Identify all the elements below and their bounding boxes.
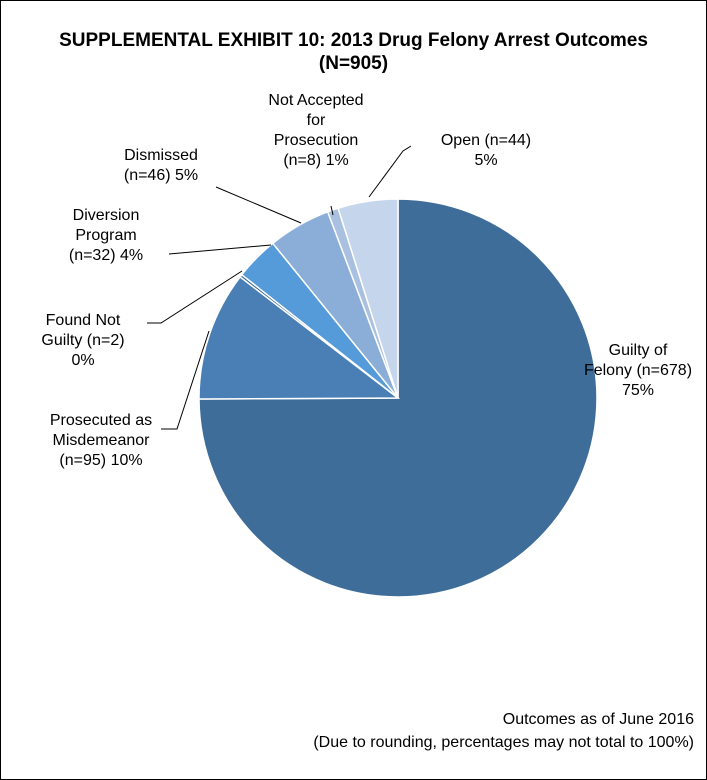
value-label: (n=46) <box>123 167 171 184</box>
value-label: (n=95) <box>59 452 107 469</box>
category-label: Found Not Guilty <box>41 312 121 349</box>
value-label: 5% <box>175 167 199 184</box>
pie-slice <box>198 275 401 400</box>
value-label: (n=678) <box>636 362 693 379</box>
value-label: (n=2) <box>86 332 125 349</box>
pie-slice <box>337 198 399 399</box>
category-label: Not Accepted for Prosecution <box>268 92 364 149</box>
leader-line <box>330 205 334 216</box>
note: Outcomes as of June 2016 <box>502 711 694 728</box>
leader-line <box>368 145 412 198</box>
slice-label: Found Not Guilty (n=2) 0% <box>38 311 128 371</box>
value-label: (n=44) <box>484 132 532 149</box>
slice-label: Open (n=44) 5% <box>436 131 536 171</box>
leader-line <box>161 330 210 430</box>
slice-label: Diversion Program (n=32) 4% <box>61 206 151 266</box>
slice-label: Not Accepted for Prosecution (n=8) 1% <box>266 91 366 171</box>
category-label: Open <box>440 132 480 149</box>
value-label: 75% <box>621 382 655 399</box>
leader-line <box>147 270 243 324</box>
slice-label: Dismissed (n=46) 5% <box>106 146 216 186</box>
slice-label: Prosecuted as Misdemeanor (n=95) 10% <box>46 411 156 471</box>
category-label: Prosecuted as Misdemeanor <box>49 412 153 449</box>
pie-slice <box>198 198 598 598</box>
chart-title: SUPPLEMENTAL EXHIBIT 10: 2013 Drug Felon… <box>59 30 648 74</box>
value-label: (n=32) <box>68 247 116 264</box>
category-label: Diversion Program <box>72 207 140 244</box>
value-label: 5% <box>474 152 498 169</box>
value-label: (n=8) <box>283 152 322 169</box>
value-label: 4% <box>120 247 144 264</box>
value-label: 10% <box>110 452 143 469</box>
value-label: 1% <box>325 152 349 169</box>
leader-line <box>215 186 302 224</box>
value-label: 0% <box>71 352 95 369</box>
category-label: Guilty of Felony <box>583 342 668 379</box>
note: (Due to rounding, percentages may not to… <box>313 734 694 751</box>
slice-label: Guilty of Felony (n=678) 75% <box>583 341 693 401</box>
leader-line <box>168 244 272 255</box>
category-label: Dismissed <box>124 147 198 164</box>
